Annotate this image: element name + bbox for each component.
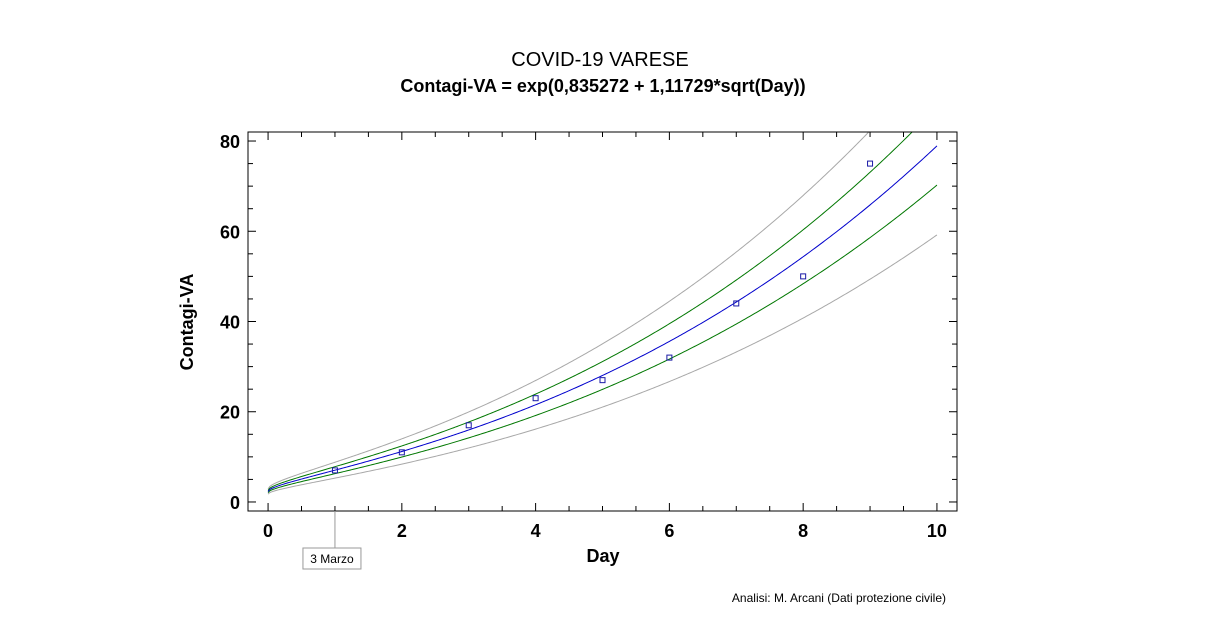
annotation-box xyxy=(302,547,362,570)
x-axis-label: Day xyxy=(586,546,619,566)
data-point xyxy=(666,354,673,361)
data-point xyxy=(800,273,807,280)
inner-band-upper xyxy=(267,132,913,491)
data-point xyxy=(398,449,405,456)
data-point xyxy=(733,300,740,307)
y-tick-label: 0 xyxy=(230,493,240,513)
plot-area xyxy=(267,132,938,495)
outer-band-lower xyxy=(267,234,938,495)
annotation-label: 3 Marzo xyxy=(310,552,354,566)
data-point xyxy=(867,160,874,167)
data-point xyxy=(465,422,472,429)
chart-title: COVID-19 VARESE xyxy=(511,49,688,71)
data-point xyxy=(331,467,338,474)
y-tick-label: 20 xyxy=(220,403,240,423)
axes: 0 2 4 6 8 10 0 20 40 60 80 3 Marzo xyxy=(220,131,958,570)
y-tick-label: 40 xyxy=(220,313,240,333)
x-tick-label: 10 xyxy=(927,521,947,541)
y-tick-label: 80 xyxy=(220,132,240,152)
x-tick-label: 8 xyxy=(798,521,808,541)
chart-subtitle: Contagi-VA = exp(0,835272 + 1,11729*sqrt… xyxy=(400,76,805,96)
x-tick-label: 0 xyxy=(263,521,273,541)
fitted-curve xyxy=(267,145,938,492)
data-point xyxy=(532,395,539,402)
y-tick-label: 60 xyxy=(220,222,240,242)
inner-band-lower xyxy=(267,184,938,494)
x-tick-label: 2 xyxy=(397,521,407,541)
data-point xyxy=(599,377,606,384)
x-tick-label: 6 xyxy=(664,521,674,541)
outer-band-upper xyxy=(267,132,870,490)
x-tick-label: 4 xyxy=(531,521,541,541)
footnote: Analisi: M. Arcani (Dati protezione civi… xyxy=(732,591,946,605)
y-axis-label: Contagi-VA xyxy=(177,274,197,371)
plot-frame xyxy=(247,131,958,512)
